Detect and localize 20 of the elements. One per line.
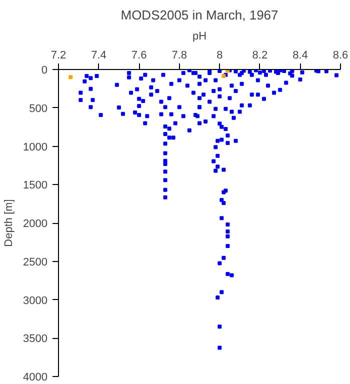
y-tick-label: 1000: [23, 141, 48, 154]
y-tick-label: 4000: [23, 372, 48, 384]
y-tick-label: 2000: [23, 218, 48, 230]
x-tick-label: 7.4: [91, 50, 106, 62]
y-tick-label: 2500: [23, 256, 48, 268]
x-tick-label: 8.6: [332, 50, 348, 62]
x-axis-title: pH: [192, 30, 207, 42]
y-tick-label: 3500: [23, 333, 48, 346]
x-tick-label: 7.8: [172, 50, 188, 62]
y-axis-title: Depth [m]: [3, 199, 16, 247]
y-tick-label: 0: [41, 64, 48, 76]
y-tick-label: 3000: [23, 294, 48, 307]
x-tick-label: 8.2: [252, 50, 268, 62]
x-tick-label: 8: [216, 50, 223, 62]
y-tick-label: 1500: [23, 180, 48, 192]
x-tick-label: 7.6: [131, 50, 147, 62]
x-tick-label: 7.2: [50, 50, 66, 62]
y-tick-label: 500: [29, 102, 48, 115]
chart-title: MODS2005 in March, 1967: [120, 8, 278, 22]
x-tick-label: 8.4: [292, 50, 308, 62]
